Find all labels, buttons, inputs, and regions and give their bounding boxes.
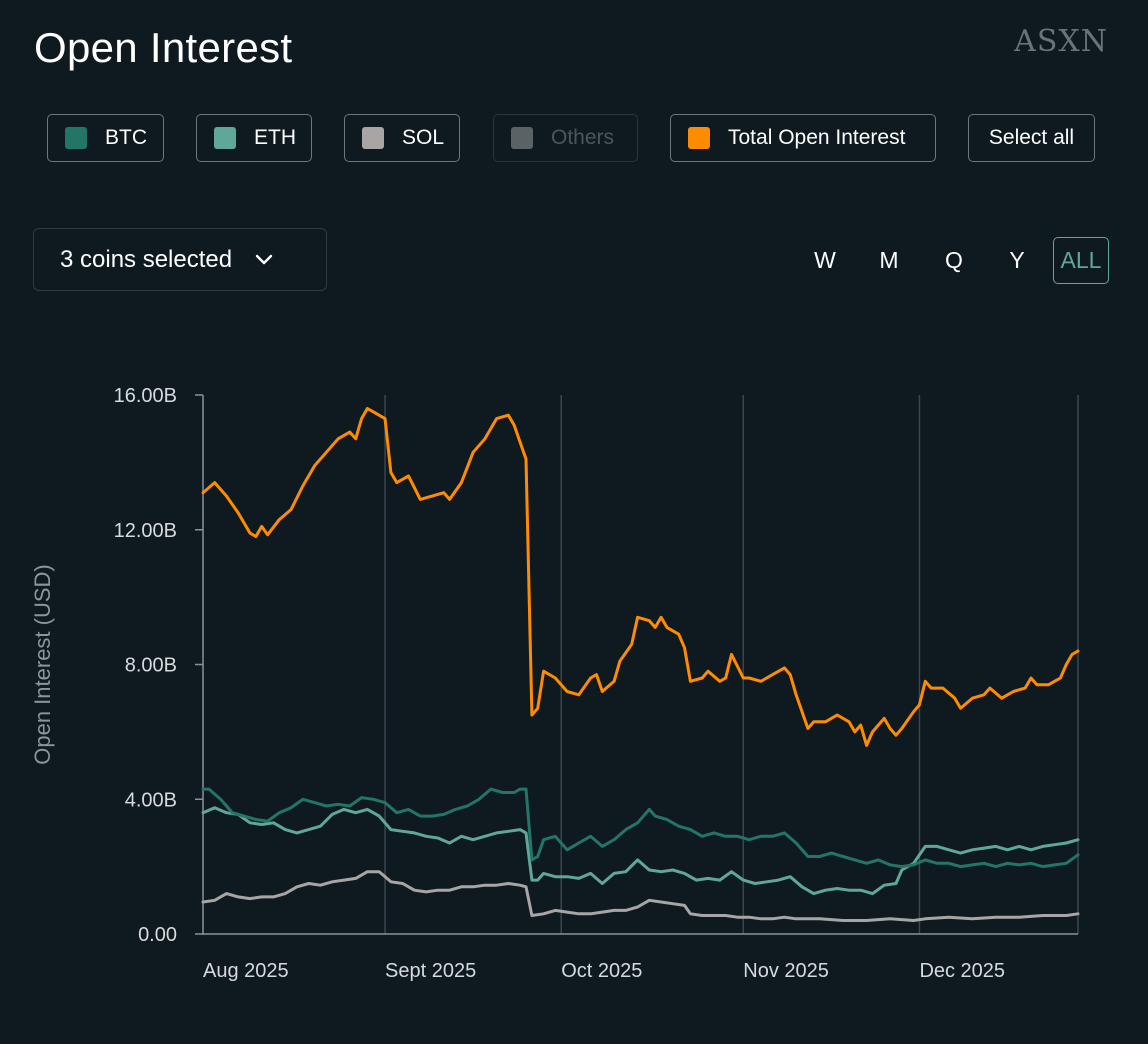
x-tick-label: Aug 2025 [203, 960, 289, 982]
series-line-eth [201, 806, 1080, 896]
y-tick-label: 12.00B [114, 520, 177, 542]
x-tick-label: Oct 2025 [561, 960, 642, 982]
page-title: Open Interest [34, 24, 293, 71]
range-all-button[interactable]: ALL [1053, 237, 1109, 284]
legend-total-button[interactable]: Total Open Interest [670, 114, 936, 162]
select-all-button[interactable]: Select all [968, 114, 1095, 162]
x-tick-label: Dec 2025 [919, 960, 1005, 982]
x-tick-label: Sept 2025 [385, 960, 476, 982]
sol-swatch [362, 127, 384, 149]
y-tick-label: 8.00B [125, 655, 177, 677]
y-tick-label: 0.00 [138, 924, 177, 946]
legend-eth-button[interactable]: ETH [196, 114, 312, 162]
legend-eth-label: ETH [254, 126, 296, 149]
legend-btc-button[interactable]: BTC [47, 114, 164, 162]
series-line-sol [201, 870, 1080, 922]
y-tick-label: 4.00B [125, 789, 177, 811]
chevron-down-icon [255, 254, 273, 264]
range-y-button[interactable]: Y [1009, 247, 1025, 273]
legend-others-button[interactable]: Others [493, 114, 638, 162]
others-swatch [511, 127, 533, 149]
range-w-button[interactable]: W [814, 247, 836, 273]
coin-select-label: 3 coins selected [60, 245, 233, 273]
btc-swatch [65, 127, 87, 149]
brand-logo: ASXN [1014, 24, 1108, 59]
y-axis-title: Open Interest (USD) [30, 564, 55, 765]
range-m-button[interactable]: M [879, 247, 899, 273]
range-q-button[interactable]: Q [945, 247, 963, 273]
y-tick-label: 16.00B [114, 385, 177, 407]
coin-select-dropdown[interactable]: 3 coins selected [33, 228, 327, 291]
legend-others-label: Others [551, 126, 615, 149]
legend-sol-label: SOL [402, 126, 445, 149]
x-tick-label: Nov 2025 [743, 960, 829, 982]
legend-total-label: Total Open Interest [728, 126, 906, 149]
series-line-total-open-interest [201, 407, 1080, 747]
series-line-btc [201, 787, 1080, 869]
total-swatch [688, 127, 710, 149]
legend-sol-button[interactable]: SOL [344, 114, 460, 162]
select-all-label: Select all [988, 126, 1075, 149]
eth-swatch [214, 127, 236, 149]
legend-btc-label: BTC [105, 126, 147, 149]
